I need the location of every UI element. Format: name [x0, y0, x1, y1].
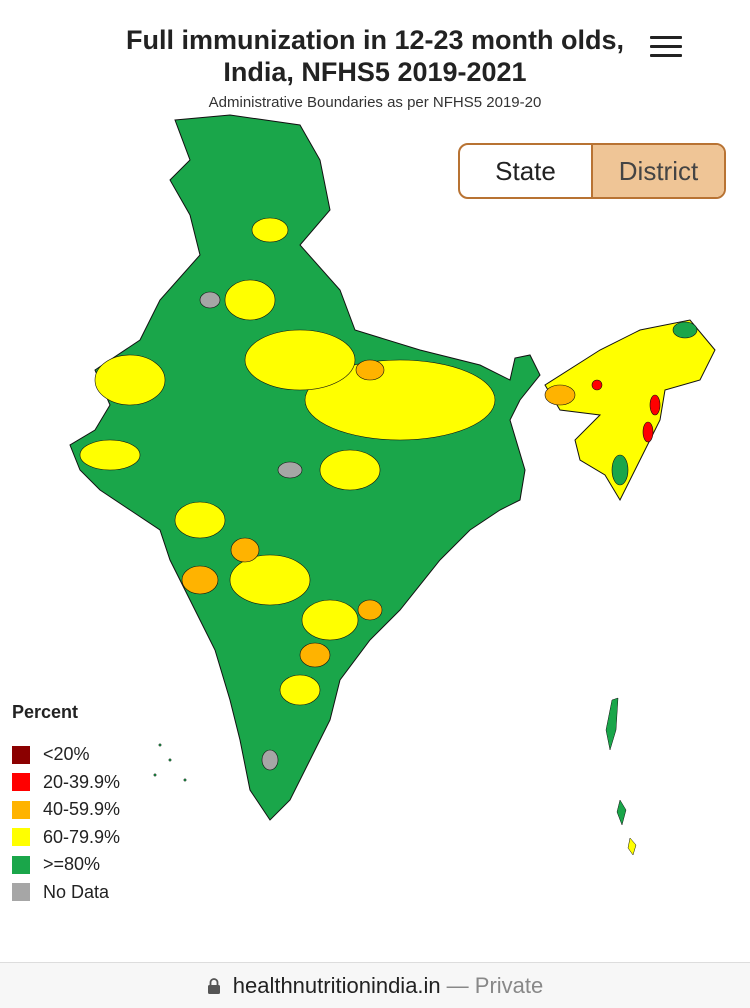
- toggle-option[interactable]: State: [495, 155, 556, 186]
- legend-label: 20-39.9%: [43, 771, 121, 792]
- legend-item: No Data: [12, 879, 120, 907]
- lock-icon: [207, 977, 220, 994]
- legend-swatch: [12, 745, 30, 764]
- legend: Percent <20% 20-39.9% 40-59.9% 60-79.9% >=80…: [12, 702, 120, 906]
- address-bar: healthnutritionindia.in — Private: [0, 962, 750, 1008]
- subtitle: Administrative Boundaries as per NFHS5 2…: [208, 94, 542, 111]
- url[interactable]: healthnutritionindia.in: [232, 972, 441, 998]
- menu-button[interactable]: [650, 36, 682, 63]
- legend-label: 40-59.9%: [43, 799, 121, 820]
- legend-swatch: [12, 855, 30, 874]
- mainland: [69, 114, 541, 821]
- title: Full immunization in 12-23 month olds, I…: [125, 25, 625, 87]
- view-toggle: State District: [458, 143, 726, 199]
- legend-item: 20-39.9%: [12, 769, 120, 797]
- legend-swatch: [12, 828, 30, 847]
- legend-item: >=80%: [12, 851, 120, 879]
- private-status: — Private: [446, 972, 544, 998]
- islands: [153, 697, 637, 856]
- district-patches: [79, 217, 698, 771]
- legend-item: 40-59.9%: [12, 796, 120, 824]
- legend-title: Percent: [12, 702, 79, 722]
- legend-label: >=80%: [43, 854, 101, 875]
- legend-label: No Data: [43, 881, 110, 902]
- legend-item: 60-79.9%: [12, 824, 120, 852]
- legend-label: <20%: [43, 744, 90, 765]
- legend-item: <20%: [12, 741, 120, 769]
- legend-label: 60-79.9%: [43, 826, 121, 847]
- legend-swatch: [12, 883, 30, 902]
- northeast: [544, 319, 716, 502]
- toggle-option[interactable]: District: [591, 145, 724, 197]
- india-map: [69, 114, 716, 856]
- legend-swatch: [12, 773, 30, 792]
- legend-swatch: [12, 800, 30, 819]
